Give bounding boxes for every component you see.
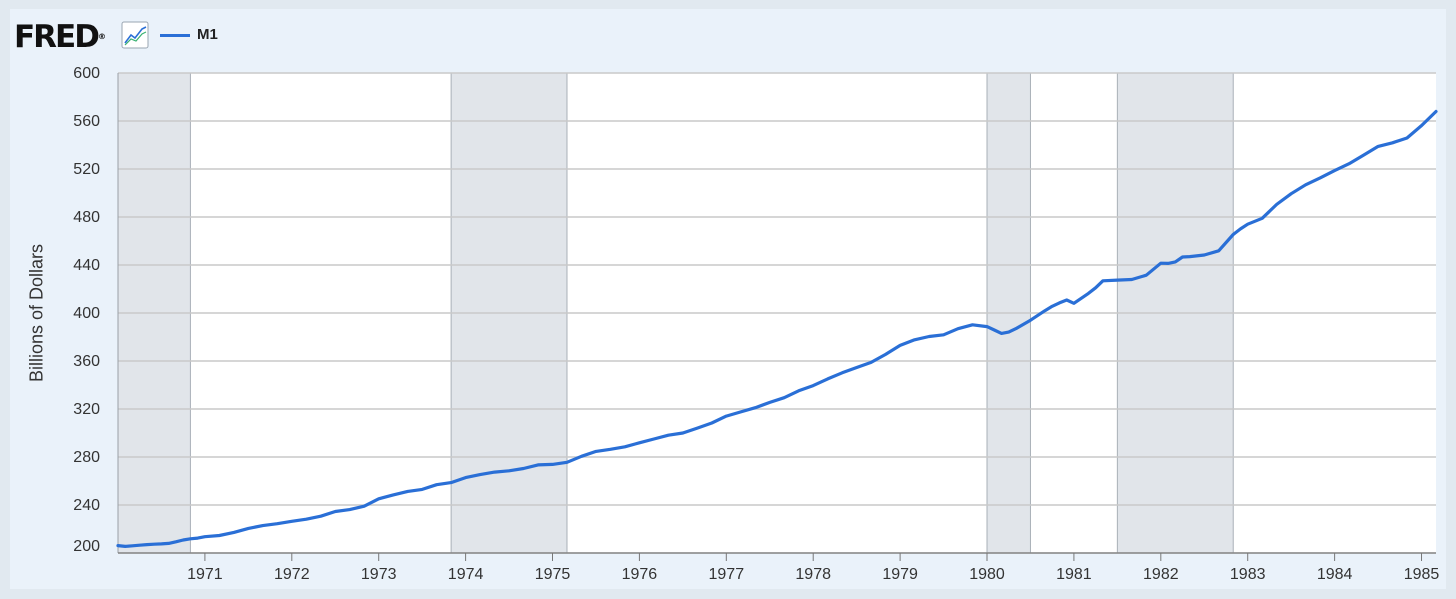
logo-text: FRED <box>14 19 100 55</box>
y-tick-label-480: 480 <box>73 209 100 226</box>
legend-label-m1: M1 <box>197 26 218 43</box>
line-graph-icon[interactable] <box>121 21 149 49</box>
x-tick-label-1983: 1983 <box>1230 566 1266 583</box>
x-tick-label-1978: 1978 <box>795 566 831 583</box>
x-tick-label-1971: 1971 <box>187 566 223 583</box>
y-tick-label-360: 360 <box>73 353 100 370</box>
y-tick-label-280: 280 <box>73 449 100 466</box>
x-tick-label-1977: 1977 <box>709 566 745 583</box>
series-line-m1 <box>116 109 1438 549</box>
x-tick-label-1973: 1973 <box>361 566 397 583</box>
fred-logo[interactable]: FRED® <box>14 19 106 55</box>
y-tick-label-520: 520 <box>73 161 100 178</box>
y-tick-label-240: 240 <box>73 497 100 514</box>
y-tick-label-440: 440 <box>73 257 100 274</box>
y-tick-label-320: 320 <box>73 401 100 418</box>
y-tick-label-200: 200 <box>73 538 100 555</box>
y-tick-label-560: 560 <box>73 113 100 130</box>
y-tick-label-600: 600 <box>73 65 100 82</box>
x-tick-label-1975: 1975 <box>535 566 571 583</box>
x-tick-label-1980: 1980 <box>969 566 1005 583</box>
x-tick-label-1982: 1982 <box>1143 566 1179 583</box>
x-tick-label-1981: 1981 <box>1056 566 1092 583</box>
y-tick-label-400: 400 <box>73 305 100 322</box>
x-tick-label-1974: 1974 <box>448 566 484 583</box>
x-tick-label-1979: 1979 <box>882 566 918 583</box>
x-tick-label-1985: 1985 <box>1404 566 1440 583</box>
x-tick-label-1976: 1976 <box>622 566 658 583</box>
x-tick-label-1984: 1984 <box>1317 566 1353 583</box>
legend-swatch-m1 <box>160 34 190 37</box>
logo-registered-mark: ® <box>97 32 106 41</box>
x-tick-label-1972: 1972 <box>274 566 310 583</box>
